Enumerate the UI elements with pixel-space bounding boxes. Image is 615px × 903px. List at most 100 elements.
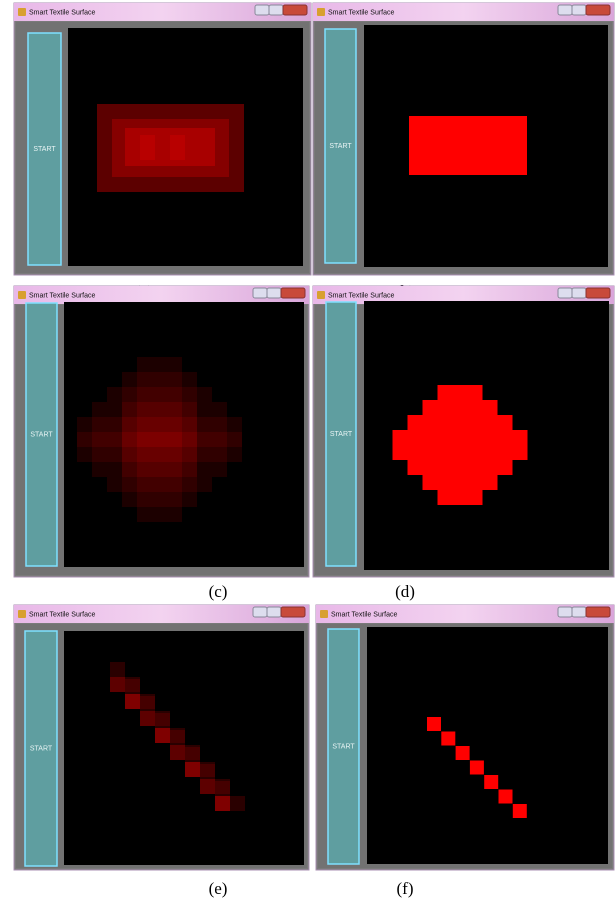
pixel-row <box>423 400 498 415</box>
minimize-button[interactable] <box>253 288 267 298</box>
pixel-block <box>140 135 155 160</box>
pixel <box>167 477 182 492</box>
pixel <box>122 402 137 417</box>
pixel <box>92 402 107 417</box>
pixel <box>122 432 137 447</box>
pixel <box>77 447 92 462</box>
pixel <box>152 492 167 507</box>
pixel <box>137 477 152 492</box>
pixel <box>227 432 242 447</box>
pixel <box>212 462 227 477</box>
pixel <box>185 747 200 762</box>
start-label: START <box>30 431 53 438</box>
pixel <box>200 779 215 794</box>
close-button[interactable] <box>281 288 305 298</box>
pixel <box>215 796 230 811</box>
pixel <box>167 447 182 462</box>
window-title: Smart Textile Surface <box>29 611 96 618</box>
pixel-row <box>423 475 498 490</box>
pixel <box>182 402 197 417</box>
pixel-row <box>393 430 528 445</box>
pixel <box>122 462 137 477</box>
window-title: Smart Textile Surface <box>29 292 96 299</box>
pixel <box>167 417 182 432</box>
close-button[interactable] <box>586 288 610 298</box>
pixel <box>125 694 140 709</box>
pixel-row <box>438 490 483 505</box>
minimize-button[interactable] <box>255 5 269 15</box>
pixel <box>484 775 498 789</box>
pixel <box>456 746 470 760</box>
pixel <box>122 477 137 492</box>
start-label: START <box>33 146 56 153</box>
maximize-button[interactable] <box>267 607 281 617</box>
pixel <box>197 447 212 462</box>
pixel <box>197 417 212 432</box>
display-canvas <box>367 627 608 864</box>
maximize-button[interactable] <box>572 5 586 15</box>
pixel <box>441 732 455 746</box>
pixel <box>227 447 242 462</box>
pixel <box>152 462 167 477</box>
minimize-button[interactable] <box>558 607 572 617</box>
close-button[interactable] <box>283 5 307 15</box>
pixel <box>230 796 245 811</box>
pixel <box>197 462 212 477</box>
pixel <box>137 357 152 372</box>
pixel <box>110 662 125 677</box>
pixel <box>427 717 441 731</box>
pixel <box>197 387 212 402</box>
maximize-button[interactable] <box>572 288 586 298</box>
pressure-pattern <box>97 104 244 192</box>
app-window: Smart Textile SurfaceSTART <box>316 605 614 870</box>
pixel-row <box>408 415 513 430</box>
app-window: Smart Textile SurfaceSTART <box>14 3 311 275</box>
caption: (d) <box>395 582 415 601</box>
pixel <box>152 357 167 372</box>
pixel <box>77 432 92 447</box>
minimize-button[interactable] <box>253 607 267 617</box>
pixel <box>152 447 167 462</box>
pixel <box>167 372 182 387</box>
maximize-button[interactable] <box>269 5 283 15</box>
pixel <box>470 761 484 775</box>
close-button[interactable] <box>586 5 610 15</box>
close-button[interactable] <box>586 607 610 617</box>
pixel <box>182 417 197 432</box>
pressure-pattern <box>409 116 527 175</box>
pixel <box>182 447 197 462</box>
pixel <box>227 417 242 432</box>
pixel <box>167 462 182 477</box>
pixel-row <box>408 460 513 475</box>
pixel <box>185 762 200 777</box>
pixel <box>170 745 185 760</box>
pixel <box>182 372 197 387</box>
maximize-button[interactable] <box>572 607 586 617</box>
pixel <box>513 804 527 818</box>
pixel <box>122 417 137 432</box>
maximize-button[interactable] <box>267 288 281 298</box>
pixel <box>152 507 167 522</box>
pixel <box>152 372 167 387</box>
pixel <box>182 387 197 402</box>
start-label: START <box>330 431 353 438</box>
pixel <box>212 447 227 462</box>
pixel <box>167 507 182 522</box>
pixel <box>122 492 137 507</box>
caption: (e) <box>209 879 228 898</box>
close-button[interactable] <box>281 607 305 617</box>
window-title: Smart Textile Surface <box>328 9 395 16</box>
pixel <box>137 492 152 507</box>
pixel <box>92 432 107 447</box>
pixel-row <box>393 445 528 460</box>
minimize-button[interactable] <box>558 5 572 15</box>
pixel <box>125 679 140 694</box>
pixel <box>110 677 125 692</box>
pixel <box>152 477 167 492</box>
minimize-button[interactable] <box>558 288 572 298</box>
pixel <box>197 432 212 447</box>
app-window: Smart Textile SurfaceSTART <box>313 3 614 275</box>
pixel <box>92 417 107 432</box>
pixel <box>122 387 137 402</box>
